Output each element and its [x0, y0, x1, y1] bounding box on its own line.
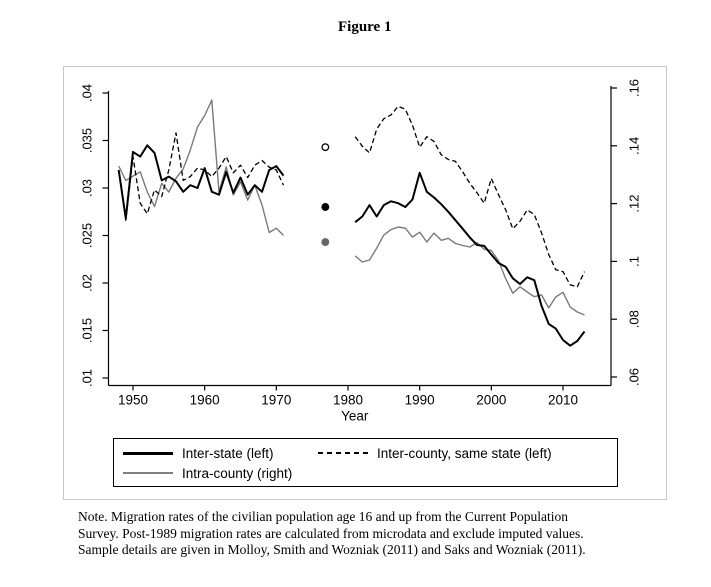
x-tick-label: 2000: [476, 393, 506, 408]
inter-county-line-sample: [318, 452, 368, 454]
y-left-tick-label: .04: [80, 84, 95, 102]
migration-rates-chart: .04 .035 .03 .025 .02 .015 .01 .16 .14 .12 .1 .08 .0…: [63, 66, 667, 500]
y-right-tick-label: .08: [627, 310, 642, 328]
y-right-tick-label: .1: [627, 256, 642, 267]
intra-county-line-sample: [123, 472, 173, 474]
inter-state-line-sample: [123, 451, 173, 455]
series-line: [354, 105, 586, 288]
figure-title: Figure 1: [338, 19, 392, 35]
figure-note: Note. Migration rates of the civilian po…: [78, 509, 586, 557]
y-left-tick-label: .02: [80, 274, 95, 292]
y-right-tick-label: .14: [627, 137, 642, 155]
series-line: [118, 132, 285, 221]
series-intra-county-right: [118, 99, 585, 316]
y-axis-left: .04 .035 .03 .025 .02 .015 .01: [80, 84, 109, 387]
series-line: [354, 171, 586, 347]
legend-label-intra-county: Intra-county (right): [182, 465, 293, 481]
x-tick-label: 2010: [548, 393, 578, 408]
x-axis: 1950 1960 1970 1980 1990 2000 2010 Year: [118, 385, 578, 424]
x-tick-label: 1980: [333, 393, 363, 408]
x-axis-title: Year: [341, 409, 369, 424]
series-line: [118, 99, 284, 236]
isolated-point-intra-county-right: [321, 238, 330, 246]
y-right-tick-label: .12: [627, 195, 642, 213]
series-line: [354, 226, 585, 316]
series-line: [117, 144, 285, 220]
legend-item-intra-county: Intra-county (right): [123, 465, 292, 481]
series-inter-state-left: [117, 144, 586, 347]
figure-border: [63, 66, 667, 500]
series-inter-county-same-state-left: [118, 105, 586, 288]
y-right-tick-label: .06: [627, 368, 642, 386]
legend-item-inter-county: Inter-county, same state (left): [318, 445, 552, 461]
y-left-tick-label: .03: [80, 179, 95, 197]
x-tick-label: 1960: [190, 393, 220, 408]
legend-label-inter-county: Inter-county, same state (left): [377, 445, 552, 461]
chart-legend: Inter-state (left) Inter-county, same st…: [113, 438, 618, 487]
legend-item-inter-state: Inter-state (left): [123, 445, 274, 461]
y-left-tick-label: .015: [80, 318, 95, 343]
y-left-tick-label: .01: [80, 369, 95, 387]
y-axis-right: .16 .14 .12 .1 .08 .06: [611, 79, 642, 386]
isolated-point-inter-state-left: [321, 203, 330, 211]
y-left-tick-label: .035: [80, 128, 95, 153]
y-right-tick-label: .16: [627, 79, 642, 97]
legend-label-inter-state: Inter-state (left): [182, 445, 274, 461]
x-tick-label: 1970: [261, 393, 291, 408]
x-tick-label: 1950: [118, 393, 148, 408]
isolated-point-inter-county-same-state-left: [321, 143, 330, 152]
x-tick-label: 1990: [405, 393, 435, 408]
y-left-tick-label: .025: [80, 223, 95, 248]
axes: [107, 86, 612, 387]
